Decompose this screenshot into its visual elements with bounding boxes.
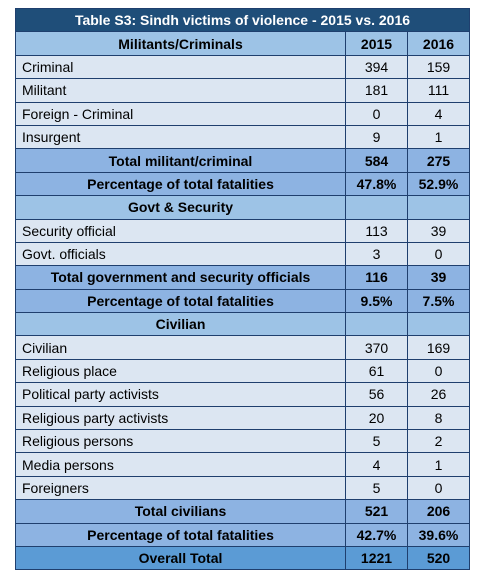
cell: Civilian <box>15 335 346 360</box>
cell: Security official <box>15 218 346 243</box>
cell: 61 <box>345 358 408 384</box>
cell: 9 <box>345 124 408 150</box>
cell: 9.5% <box>345 288 408 314</box>
data-table: Table S3: Sindh victims of violence - 20… <box>15 7 470 571</box>
cell: 39.6% <box>407 522 470 547</box>
cell: Govt & Security <box>15 195 346 220</box>
cell: 2015 <box>345 31 408 56</box>
percentage-row: Percentage of total fatalities 47.8% 52.9% <box>15 171 470 197</box>
cell: Total government and security officials <box>15 265 346 290</box>
cell <box>407 195 470 220</box>
cell: 394 <box>345 54 408 80</box>
cell: Insurgent <box>15 124 346 150</box>
cell: Percentage of total fatalities <box>15 171 346 197</box>
cell: 7.5% <box>407 288 470 314</box>
cell: Political party activists <box>15 382 346 407</box>
cell: 370 <box>345 335 408 360</box>
cell: 275 <box>407 148 470 173</box>
cell: 0 <box>407 241 470 267</box>
cell: Militant <box>15 78 346 103</box>
cell: 47.8% <box>345 171 408 197</box>
cell: 116 <box>345 265 408 290</box>
cell: 39 <box>407 265 470 290</box>
cell: 1 <box>407 124 470 150</box>
cell <box>345 312 408 337</box>
cell: Total civilians <box>15 499 346 524</box>
cell <box>345 195 408 220</box>
total-row: Total government and security officials 1… <box>15 265 470 290</box>
cell: 2016 <box>407 31 470 56</box>
cell: Civilian <box>15 312 346 337</box>
cell <box>407 312 470 337</box>
cell: Religious place <box>15 358 346 384</box>
cell: 113 <box>345 218 408 243</box>
cell: 5 <box>345 429 408 454</box>
data-row: Militant 181 111 <box>15 78 470 103</box>
cell: Total militant/criminal <box>15 148 346 173</box>
cell: 521 <box>345 499 408 524</box>
cell: Religious persons <box>15 429 346 454</box>
cell: 111 <box>407 78 470 103</box>
data-row: Media persons 4 1 <box>15 452 470 477</box>
cell: Religious party activists <box>15 405 346 431</box>
title-row: Table S3: Sindh victims of violence - 20… <box>15 7 470 33</box>
header-row: Militants/Criminals 2015 2016 <box>15 31 470 56</box>
percentage-row: Percentage of total fatalities 42.7% 39.6% <box>15 522 470 547</box>
percentage-row: Percentage of total fatalities 9.5% 7.5% <box>15 288 470 314</box>
cell: 39 <box>407 218 470 243</box>
cell: 52.9% <box>407 171 470 197</box>
total-row: Total militant/criminal 584 275 <box>15 148 470 173</box>
data-row: Security official 113 39 <box>15 218 470 243</box>
cell: 159 <box>407 54 470 80</box>
cell: 1221 <box>345 545 408 571</box>
cell: Govt. officials <box>15 241 346 267</box>
data-row: Foreigners 5 0 <box>15 475 470 501</box>
cell: Overall Total <box>15 545 346 571</box>
cell: 1 <box>407 452 470 477</box>
data-row: Foreign - Criminal 0 4 <box>15 101 470 126</box>
cell: 0 <box>345 101 408 126</box>
cell: 169 <box>407 335 470 360</box>
data-row: Govt. officials 3 0 <box>15 241 470 267</box>
cell: 56 <box>345 382 408 407</box>
data-row: Religious party activists 20 8 <box>15 405 470 431</box>
cell: 3 <box>345 241 408 267</box>
section-heading: Govt & Security <box>15 195 470 220</box>
cell: 584 <box>345 148 408 173</box>
cell: 42.7% <box>345 522 408 547</box>
data-row: Religious place 61 0 <box>15 358 470 384</box>
data-row: Criminal 394 159 <box>15 54 470 80</box>
cell: Criminal <box>15 54 346 80</box>
cell: Table S3: Sindh victims of violence - 20… <box>15 7 470 33</box>
cell: 20 <box>345 405 408 431</box>
cell: Percentage of total fatalities <box>15 522 346 547</box>
data-row: Insurgent 9 1 <box>15 124 470 150</box>
data-row: Political party activists 56 26 <box>15 382 470 407</box>
table-body: Table S3: Sindh victims of violence - 20… <box>15 7 470 571</box>
cell: Foreign - Criminal <box>15 101 346 126</box>
cell: Percentage of total fatalities <box>15 288 346 314</box>
cell: 0 <box>407 475 470 501</box>
cell: 4 <box>345 452 408 477</box>
cell: 4 <box>407 101 470 126</box>
cell: 0 <box>407 358 470 384</box>
overall-total-row: Overall Total 1221 520 <box>15 545 470 571</box>
cell: 206 <box>407 499 470 524</box>
cell: 181 <box>345 78 408 103</box>
section-heading: Civilian <box>15 312 470 337</box>
cell: Militants/Criminals <box>15 31 346 56</box>
cell: 26 <box>407 382 470 407</box>
cell: 2 <box>407 429 470 454</box>
data-row: Religious persons 5 2 <box>15 429 470 454</box>
total-row: Total civilians 521 206 <box>15 499 470 524</box>
cell: Media persons <box>15 452 346 477</box>
cell: 8 <box>407 405 470 431</box>
cell: 5 <box>345 475 408 501</box>
data-row: Civilian 370 169 <box>15 335 470 360</box>
cell: Foreigners <box>15 475 346 501</box>
cell: 520 <box>407 545 470 571</box>
